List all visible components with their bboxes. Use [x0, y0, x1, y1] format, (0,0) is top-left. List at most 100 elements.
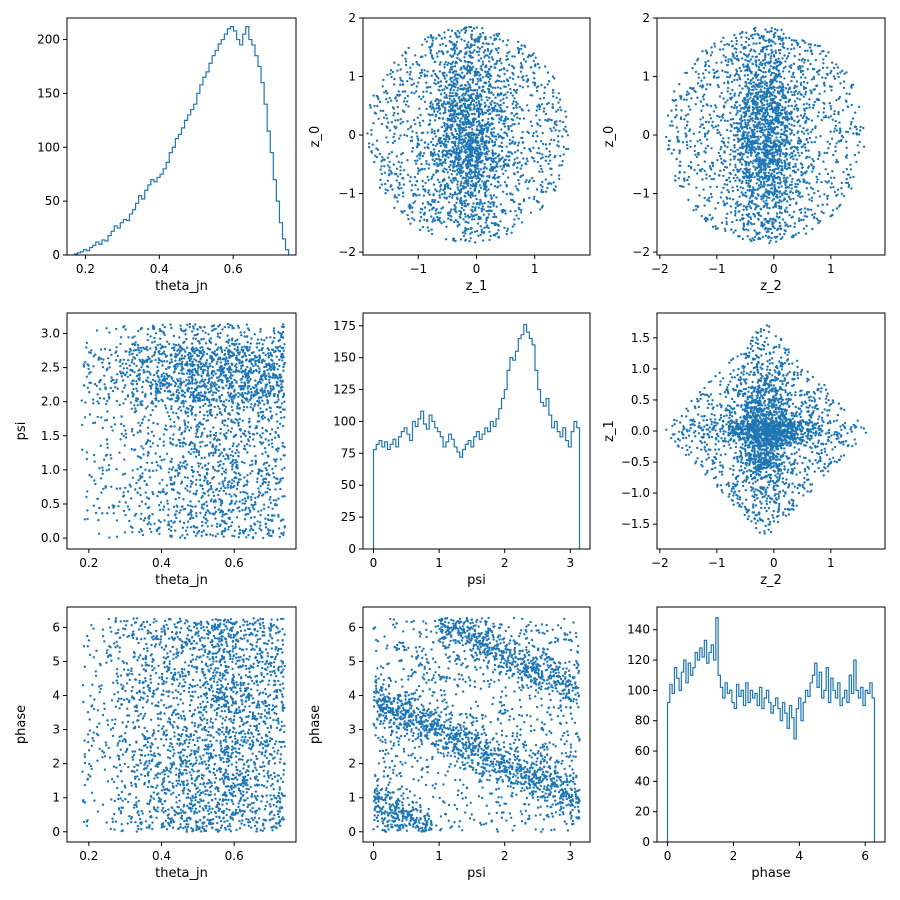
scatter-point: [745, 106, 749, 109]
scatter-point: [447, 176, 451, 179]
scatter-point: [761, 101, 764, 105]
scatter-point: [829, 176, 833, 179]
scatter-point: [766, 111, 769, 115]
scatter-point: [833, 110, 836, 113]
scatter-point: [506, 117, 510, 120]
scatter-point: [846, 105, 849, 108]
scatter-point: [746, 108, 750, 111]
scatter-point: [536, 105, 539, 108]
scatter-point: [401, 80, 404, 83]
scatter-point: [430, 151, 433, 155]
scatter-point: [435, 162, 438, 165]
scatter-point: [746, 68, 749, 71]
scatter-point: [783, 233, 786, 236]
scatter-point: [768, 152, 771, 156]
scatter-point: [765, 48, 768, 51]
scatter-point: [678, 83, 681, 86]
scatter-point: [785, 158, 789, 161]
scatter-point: [451, 85, 455, 88]
scatter-point: [425, 219, 429, 223]
scatter-point: [433, 200, 436, 204]
scatter-point: [499, 165, 502, 168]
scatter-point: [494, 80, 497, 84]
scatter-point: [689, 108, 692, 111]
scatter-point: [407, 205, 410, 208]
scatter-point: [786, 200, 789, 203]
scatter-point: [480, 45, 484, 49]
scatter-point: [554, 110, 558, 113]
scatter-point: [406, 94, 410, 98]
scatter-point: [488, 84, 491, 88]
scatter-point: [811, 227, 814, 231]
scatter-point: [415, 180, 419, 183]
scatter-point: [452, 47, 456, 50]
scatter-point: [479, 79, 482, 82]
scatter-point: [392, 135, 395, 139]
scatter-point: [461, 161, 464, 164]
scatter-point: [410, 78, 414, 81]
scatter-point: [752, 49, 756, 52]
scatter-point: [803, 58, 807, 62]
scatter-point: [416, 142, 419, 145]
scatter-point: [438, 70, 442, 73]
scatter-point: [793, 108, 796, 111]
scatter-point: [728, 197, 732, 200]
scatter-point: [468, 159, 472, 162]
scatter-point: [540, 188, 543, 191]
scatter-point: [702, 188, 705, 191]
scatter-point: [551, 103, 554, 106]
scatter-point: [455, 137, 458, 141]
scatter-point: [546, 83, 549, 86]
scatter-point: [542, 96, 546, 100]
scatter-point: [436, 55, 439, 58]
scatter-point: [485, 158, 489, 162]
scatter-point: [750, 100, 753, 103]
scatter-point: [426, 175, 429, 178]
scatter-point: [462, 208, 465, 212]
scatter-point: [735, 100, 739, 104]
scatter-point: [496, 232, 499, 235]
scatter-point: [541, 131, 544, 135]
scatter-point: [441, 206, 445, 209]
scatter-point: [450, 55, 454, 59]
scatter-point: [722, 186, 725, 190]
scatter-point: [480, 161, 483, 164]
scatter-point: [761, 235, 765, 239]
scatter-point: [489, 202, 492, 205]
scatter-point: [401, 109, 405, 112]
scatter-point: [481, 42, 485, 45]
scatter-point: [697, 72, 700, 76]
scatter-point: [797, 136, 800, 140]
scatter-point: [434, 153, 437, 156]
scatter-point: [710, 218, 713, 221]
scatter-point: [850, 103, 853, 107]
scatter-point: [819, 220, 822, 223]
scatter-point: [801, 195, 804, 198]
scatter-point: [393, 111, 396, 115]
scatter-point: [725, 128, 729, 132]
scatter-point: [475, 149, 479, 153]
scatter-point: [428, 193, 431, 196]
scatter-point: [768, 196, 771, 200]
scatter-point: [437, 102, 440, 105]
scatter-point: [775, 212, 779, 215]
scatter-point: [411, 63, 415, 66]
scatter-point: [803, 61, 806, 64]
scatter-point: [430, 131, 433, 134]
scatter-point: [701, 50, 704, 53]
scatter-point: [754, 208, 757, 211]
scatter-point: [480, 68, 484, 72]
scatter-point: [833, 176, 836, 179]
scatter-point: [779, 237, 783, 241]
scatter-point: [448, 110, 451, 113]
scatter-point: [450, 99, 453, 103]
scatter-point: [416, 116, 419, 119]
scatter-point: [452, 148, 456, 151]
scatter-point: [416, 155, 419, 158]
scatter-point: [686, 90, 689, 93]
scatter-point: [456, 53, 459, 56]
scatter-point: [514, 151, 517, 154]
scatter-point: [499, 106, 502, 110]
scatter-point: [464, 29, 468, 32]
